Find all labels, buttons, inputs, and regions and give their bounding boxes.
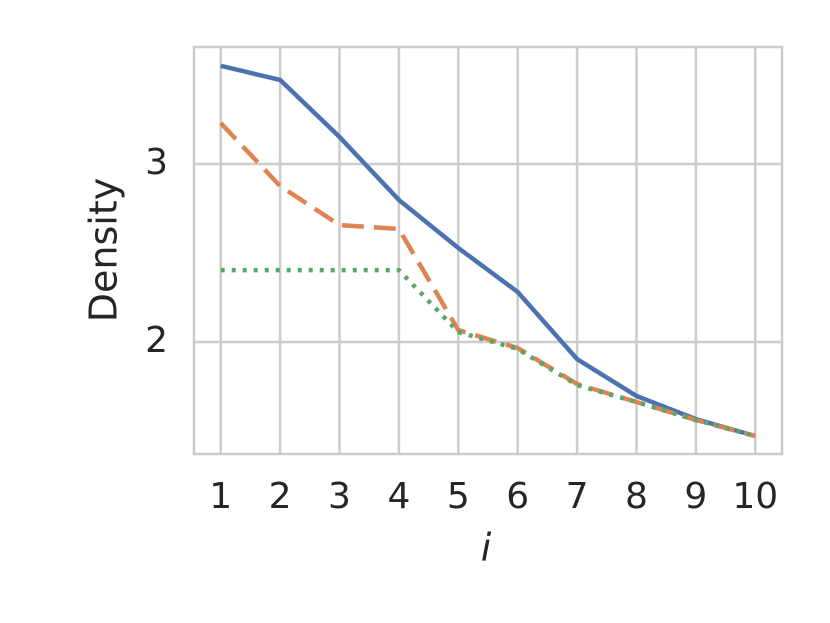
plot-frame	[192, 45, 784, 456]
y-tick-label: 2	[145, 320, 168, 361]
x-tick-label: 3	[328, 476, 351, 517]
x-axis-label: i	[481, 526, 492, 570]
x-tick-label: 1	[209, 476, 232, 517]
series-line	[219, 121, 756, 439]
series-line	[220, 63, 756, 439]
y-tick-label: 3	[145, 142, 168, 183]
x-tick-label: 5	[447, 476, 470, 517]
y-axis-label: Density	[82, 178, 126, 322]
series-line	[220, 267, 756, 439]
x-tick-label: 7	[566, 476, 589, 517]
x-tick-label: 4	[387, 476, 410, 517]
x-tick-label: 10	[732, 476, 778, 517]
x-tick-label: 8	[625, 476, 648, 517]
x-tick-label: 6	[506, 476, 529, 517]
x-tick-label: 9	[684, 476, 707, 517]
x-tick-label: 2	[269, 476, 292, 517]
